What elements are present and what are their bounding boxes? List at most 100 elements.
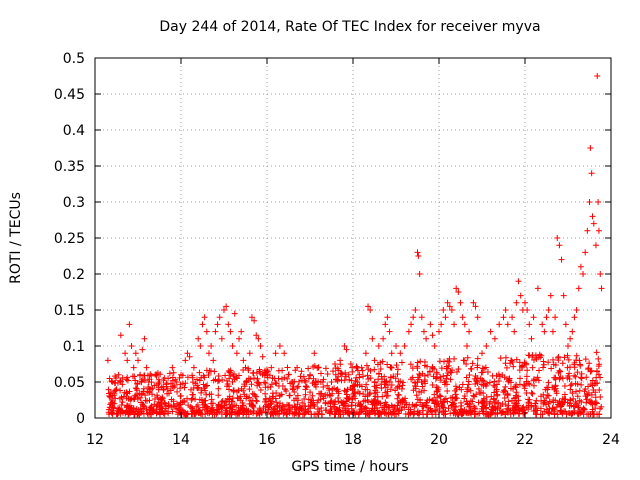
data-point [305,375,312,382]
data-point [384,314,391,321]
data-point [454,368,461,375]
data-point [259,353,266,360]
data-point [561,396,568,403]
data-point [341,387,348,394]
data-point [241,383,248,390]
data-point [475,399,482,406]
data-point [419,403,426,410]
data-point [365,303,372,310]
data-point [332,398,339,405]
data-point [508,357,515,364]
data-point [109,409,116,416]
data-point [575,404,582,411]
data-point [255,379,262,386]
data-point [360,398,367,405]
data-point [592,399,599,406]
data-point [548,365,555,372]
data-point [438,321,445,328]
data-point [537,411,544,418]
data-point [206,410,213,417]
data-point [198,374,205,381]
data-point [399,382,406,389]
data-point [554,235,561,241]
y-tick-label: 0.35 [54,159,85,175]
data-point [184,410,191,417]
data-point [169,408,176,415]
data-point [448,307,455,313]
data-point [395,391,402,398]
data-point [526,321,533,328]
data-point [194,385,201,392]
y-tick-label: 0.45 [54,87,85,103]
data-point [182,380,189,387]
data-point [470,403,477,410]
data-point [247,376,254,383]
data-point [119,399,126,406]
data-point [510,363,517,370]
data-point [541,328,548,335]
data-point [275,375,282,382]
data-point [228,411,235,418]
data-point [490,396,497,403]
data-point [496,321,503,328]
data-point [564,352,571,359]
data-point [584,227,591,234]
data-point [437,373,444,380]
data-point [269,410,276,417]
data-point [278,391,285,398]
data-point [478,381,485,388]
data-point [562,408,569,415]
data-point [144,388,151,395]
data-point [165,410,172,417]
data-point [513,389,520,396]
data-point [250,369,257,376]
data-point [528,389,535,396]
data-point [582,249,589,256]
data-point [528,335,535,342]
data-point [295,411,302,418]
data-point [201,314,208,321]
data-point [156,379,163,385]
data-point [240,405,247,412]
data-point [487,328,494,335]
data-point [311,350,318,357]
data-point [598,403,605,410]
data-point [372,387,379,394]
data-point [216,377,223,384]
data-point [350,410,357,417]
data-point [315,364,322,371]
data-point [231,310,238,317]
data-point [391,403,398,410]
x-tick-label: 12 [86,432,104,448]
data-point [433,371,440,378]
data-point [126,402,133,409]
data-point [341,343,348,349]
data-point [246,400,253,407]
data-point [596,361,603,368]
data-point [343,388,350,395]
data-point [199,321,206,328]
data-point [431,407,438,414]
data-point [182,357,189,364]
data-point [573,352,580,359]
data-point [184,395,191,402]
data-point [119,381,126,388]
data-point [311,362,318,369]
data-point [342,407,349,414]
data-point [365,376,372,383]
data-point [497,355,504,362]
data-point [173,379,180,385]
data-point [470,392,477,399]
data-point [501,394,508,401]
data-point [200,381,207,388]
data-point [446,303,453,310]
data-point [194,382,201,389]
data-point [532,403,539,410]
data-point [436,358,443,365]
data-point [529,390,536,397]
data-point [132,393,139,400]
data-point [221,307,227,313]
data-point [578,370,585,377]
data-point [419,407,426,414]
data-point [409,365,416,372]
